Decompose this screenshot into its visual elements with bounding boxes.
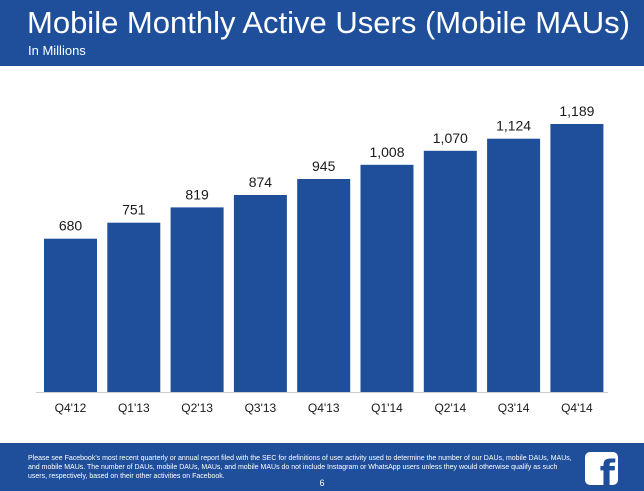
x-tick-label: Q2'13: [181, 401, 213, 415]
facebook-logo-icon: f: [585, 452, 618, 485]
x-tick-label: Q3'14: [498, 401, 530, 415]
data-label: 1,070: [433, 130, 468, 146]
page-number: 6: [319, 478, 325, 488]
footer-banner: Please see Facebook's most recent quarte…: [0, 443, 644, 491]
x-tick-label: Q3'13: [245, 401, 277, 415]
x-tick-label: Q4'12: [55, 401, 87, 415]
data-label: 680: [59, 218, 83, 234]
bar: [107, 222, 161, 392]
x-tick-label: Q1'14: [371, 401, 403, 415]
data-label: 945: [312, 158, 336, 174]
bar: [487, 138, 541, 392]
data-label: 1,008: [369, 144, 404, 160]
bar: [550, 124, 604, 392]
bar: [44, 238, 97, 392]
bar: [233, 195, 287, 392]
data-label: 1,124: [496, 118, 531, 134]
x-tick-label: Q4'14: [561, 401, 593, 415]
data-label: 1,189: [559, 103, 594, 119]
bar: [297, 179, 351, 392]
bar: [423, 150, 477, 392]
header-banner: Mobile Monthly Active Users (Mobile MAUs…: [0, 0, 644, 66]
x-tick-label: Q2'14: [434, 401, 466, 415]
data-label: 751: [122, 202, 146, 218]
bar: [360, 164, 414, 392]
facebook-logo-letter: f: [599, 454, 615, 486]
page-subtitle: In Millions: [28, 43, 86, 58]
data-label: 874: [249, 174, 273, 190]
bar-chart: 680 Q4'12 751 Q1'13 819 Q2'13 874 Q3'13 945 Q4'13…: [36, 103, 608, 415]
page-title: Mobile Monthly Active Users (Mobile MAUs…: [27, 5, 630, 40]
data-label: 819: [185, 186, 209, 202]
x-tick-label: Q1'13: [118, 401, 150, 415]
bar: [170, 207, 224, 392]
x-tick-label: Q4'13: [308, 401, 340, 415]
footer-disclaimer: Please see Facebook's most recent quarte…: [28, 455, 572, 480]
